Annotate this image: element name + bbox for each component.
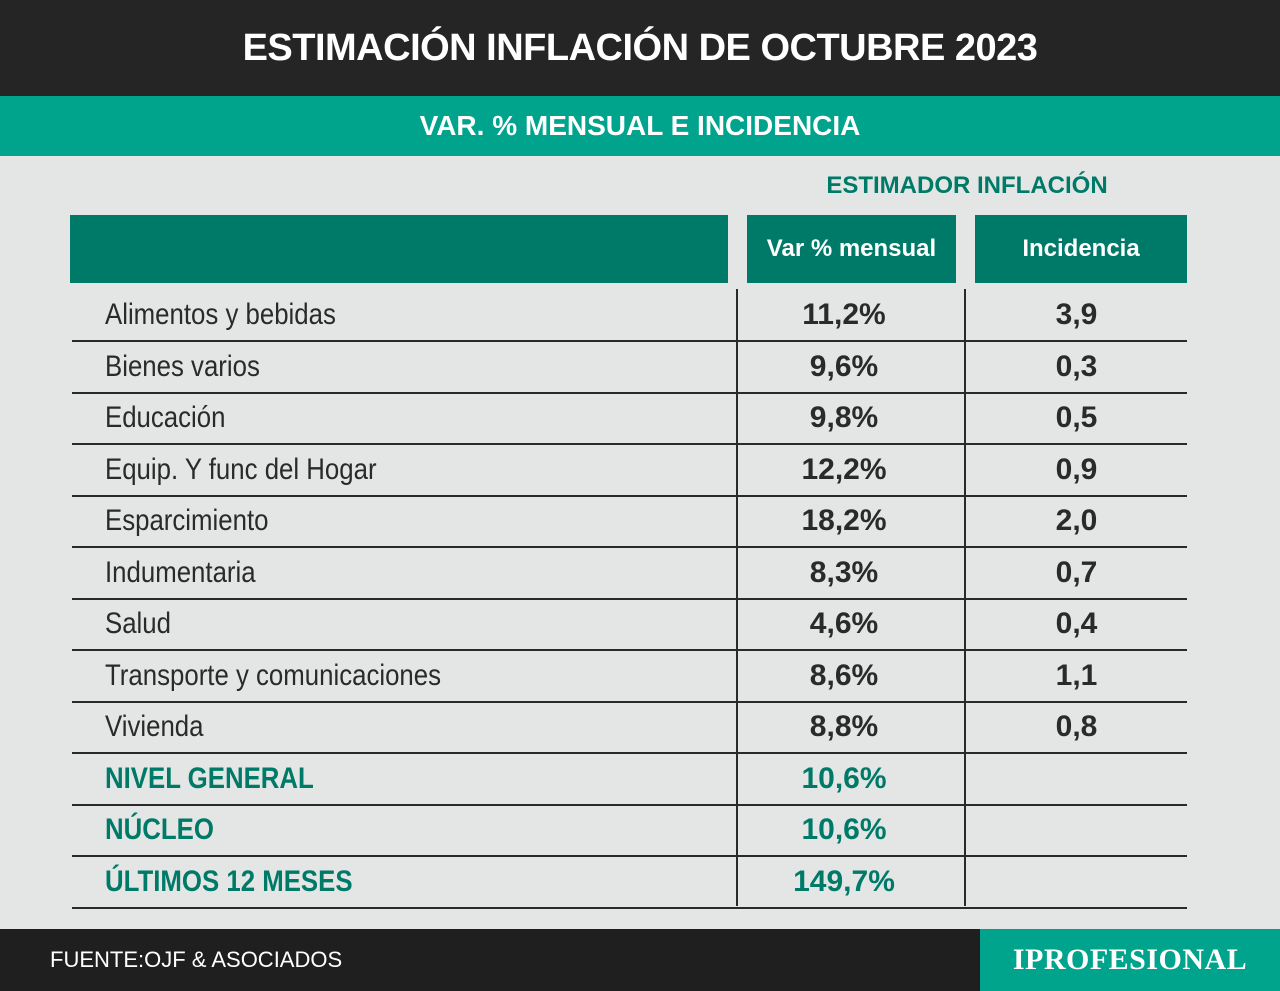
- row-incidencia-value: 0,4: [1055, 607, 1098, 640]
- footer: FUENTE:OJF & ASOCIADOS IPROFESIONAL: [0, 929, 1280, 991]
- row-category-label: Salud: [105, 607, 171, 640]
- table-row: Salud 4,6% 0,4: [72, 599, 1187, 651]
- table-row: Transporte y comunicaciones 8,6% 1,1: [72, 651, 1187, 703]
- row-var-mensual-value: 8,3%: [809, 555, 879, 589]
- table-header-blank: [70, 215, 728, 283]
- table-row: NÚCLEO 10,6%: [72, 805, 1187, 857]
- row-var-mensual-value: 11,2%: [802, 298, 886, 331]
- table-row: ÚLTIMOS 12 MESES 149,7%: [72, 857, 1187, 909]
- row-var-mensual-value: 9,6%: [809, 349, 879, 383]
- row-incidencia-value: 0,5: [1055, 401, 1098, 434]
- estimator-label: ESTIMADOR INFLACIÓN: [826, 172, 1108, 199]
- brand-logo: IPROFESIONAL: [980, 929, 1280, 991]
- row-category-label: Bienes varios: [105, 349, 260, 383]
- row-category-label: Vivienda: [105, 710, 204, 743]
- column-header-incidencia: Incidencia: [975, 215, 1187, 283]
- row-incidencia-value: 0,8: [1055, 710, 1098, 743]
- table-row: Esparcimiento 18,2% 2,0: [72, 496, 1187, 548]
- row-category-label: Educación: [105, 401, 226, 434]
- row-category-label: NIVEL GENERAL: [105, 761, 314, 795]
- row-category-label: Indumentaria: [105, 555, 256, 589]
- row-var-mensual-value: 4,6%: [809, 607, 879, 640]
- source-note: FUENTE:OJF & ASOCIADOS: [50, 947, 343, 972]
- row-category-label: Transporte y comunicaciones: [105, 658, 442, 692]
- row-category-label: ÚLTIMOS 12 MESES: [105, 864, 353, 898]
- row-var-mensual-value: 12,2%: [801, 452, 887, 486]
- row-incidencia-value: 1,1: [1055, 658, 1098, 692]
- row-var-mensual-value: 8,8%: [809, 710, 879, 743]
- row-var-mensual-value: 10,6%: [801, 761, 887, 795]
- table-row: Educación 9,8% 0,5: [72, 393, 1187, 445]
- row-var-mensual-value: 10,6%: [801, 813, 887, 846]
- table-row: NIVEL GENERAL 10,6%: [72, 754, 1187, 806]
- row-incidencia-value: 2,0: [1055, 504, 1098, 537]
- column-header-var-mensual: Var % mensual: [747, 215, 956, 283]
- table-row: Bienes varios 9,6% 0,3: [72, 342, 1187, 394]
- row-incidencia-value: [966, 805, 1187, 855]
- table-row: Equip. Y func del Hogar 12,2% 0,9: [72, 445, 1187, 497]
- row-incidencia-value: [966, 754, 1187, 804]
- infographic-title: ESTIMACIÓN INFLACIÓN DE OCTUBRE 2023: [0, 0, 1280, 96]
- row-incidencia-value: 0,3: [1055, 349, 1098, 383]
- row-var-mensual-value: 8,6%: [809, 658, 879, 692]
- row-category-label: Equip. Y func del Hogar: [105, 452, 377, 486]
- row-incidencia-value: 0,9: [1055, 452, 1098, 486]
- row-category-label: NÚCLEO: [105, 813, 214, 846]
- table-row: Alimentos y bebidas 11,2% 3,9: [72, 290, 1187, 342]
- table-row: Indumentaria 8,3% 0,7: [72, 548, 1187, 600]
- row-incidencia-value: [966, 857, 1187, 907]
- row-category-label: Alimentos y bebidas: [105, 298, 336, 331]
- table-row: Vivienda 8,8% 0,8: [72, 702, 1187, 754]
- row-category-label: Esparcimiento: [105, 504, 269, 537]
- row-incidencia-value: 0,7: [1055, 555, 1098, 589]
- row-var-mensual-value: 18,2%: [801, 504, 887, 537]
- row-incidencia-value: 3,9: [1055, 298, 1098, 331]
- row-var-mensual-value: 149,7%: [793, 864, 895, 898]
- infographic-subtitle: VAR. % MENSUAL E INCIDENCIA: [0, 96, 1280, 156]
- row-var-mensual-value: 9,8%: [809, 401, 879, 434]
